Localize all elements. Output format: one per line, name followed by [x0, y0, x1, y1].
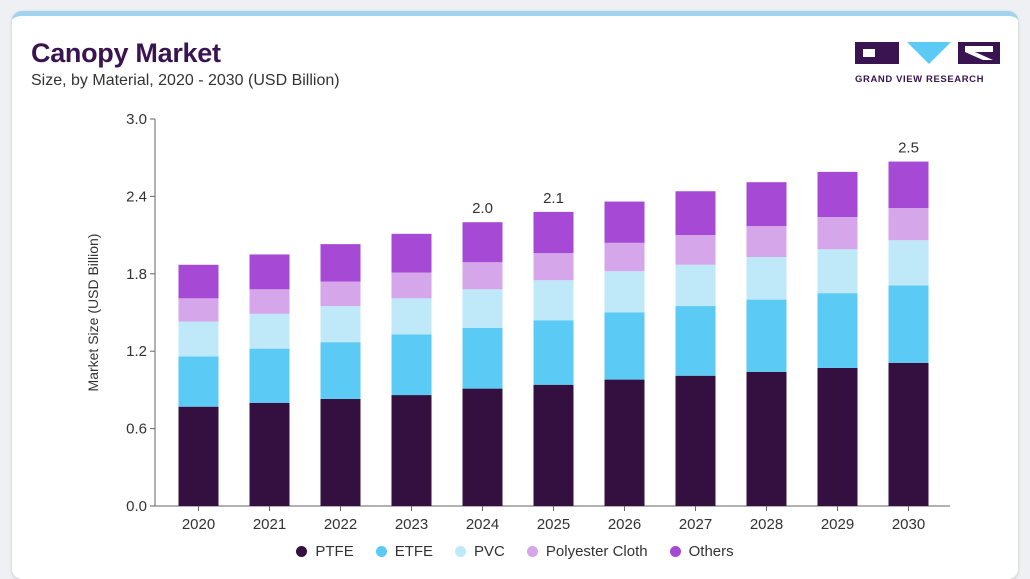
stacked-bar-chart: 0.0 0.6 1.2 1.8 2.4 3.0 Market Size (USD Billi…	[85, 111, 950, 533]
x-tick-label: 2025	[537, 516, 570, 533]
bar-segment-others	[533, 211, 574, 254]
x-tick-label: 2026	[608, 516, 641, 533]
bar-segment-others	[249, 254, 290, 290]
x-tick-label: 2022	[324, 516, 357, 533]
bar-segment-polyester-cloth	[604, 242, 645, 272]
bar-segment-ptfe	[462, 388, 503, 506]
legend-item: Others	[669, 543, 734, 560]
legend-label: Polyester Cloth	[545, 543, 648, 560]
bar-segment-polyester-cloth	[391, 272, 432, 299]
bar-segment-pvc	[675, 264, 716, 307]
legend-label: PVC	[474, 543, 505, 560]
y-axis-title: Market Size (USD Billion)	[85, 234, 101, 392]
bar-segment-ptfe	[888, 362, 929, 506]
bar-segment-ptfe	[533, 384, 574, 506]
y-tick-label: 1.8	[126, 266, 147, 283]
bar-segment-pvc	[746, 257, 787, 300]
legend-swatch	[526, 546, 538, 557]
x-tick-label: 2021	[253, 516, 286, 533]
bar-segment-polyester-cloth	[817, 217, 858, 250]
legend-swatch	[455, 546, 467, 557]
chart-legend: PTFE ETFE PVC Polyester Cloth Others	[12, 543, 1018, 560]
bar-segment-etfe	[533, 320, 574, 385]
chart-subtitle: Size, by Material, 2020 - 2030 (USD Bill…	[31, 72, 340, 89]
bar-segment-pvc	[462, 289, 503, 328]
legend-item: PTFE	[296, 543, 354, 560]
bar-segment-etfe	[675, 306, 716, 376]
bar-segment-polyester-cloth	[675, 235, 716, 265]
bar-segment-etfe	[320, 342, 361, 399]
bar-total-label: 2.0	[472, 200, 493, 217]
logo-text: GRAND VIEW RESEARCH	[855, 74, 985, 85]
y-tick-label: 3.0	[126, 111, 147, 128]
bar-segment-pvc	[888, 240, 929, 286]
bar-segment-others	[462, 222, 503, 263]
grand-view-research-logo	[855, 42, 1000, 64]
bar-segment-others	[675, 191, 716, 236]
legend-swatch	[669, 546, 681, 557]
x-tick-label: 2028	[750, 516, 783, 533]
bar-segment-pvc	[391, 298, 432, 335]
y-tick-label: 0.6	[126, 421, 147, 438]
x-tick-label: 2024	[466, 516, 499, 533]
bar-segment-others	[746, 182, 787, 227]
y-tick-label: 1.2	[126, 343, 147, 360]
bar-segment-etfe	[746, 299, 787, 372]
bar-segment-polyester-cloth	[746, 226, 787, 258]
bar-segment-others	[888, 161, 929, 209]
legend-item: PVC	[455, 543, 505, 560]
bar-segment-others	[817, 171, 858, 218]
bar-segment-etfe	[178, 356, 219, 407]
bar-segment-polyester-cloth	[178, 298, 219, 322]
bar-segment-ptfe	[391, 395, 432, 506]
legend-swatch	[375, 546, 387, 557]
bar-segment-others	[178, 264, 219, 299]
legend-label: PTFE	[315, 543, 354, 560]
legend-label: ETFE	[394, 543, 434, 560]
bar-total-label: 2.5	[898, 140, 919, 157]
bar-total-label: 2.1	[543, 190, 564, 207]
bar-segment-others	[391, 233, 432, 273]
x-tick-label: 2027	[679, 516, 712, 533]
y-tick-label: 2.4	[126, 188, 147, 205]
bar-segment-etfe	[462, 327, 503, 389]
bar-segment-ptfe	[675, 375, 716, 506]
bar-segment-ptfe	[746, 371, 787, 506]
x-tick-label: 2023	[395, 516, 428, 533]
bar-segment-polyester-cloth	[320, 281, 361, 307]
bar-segment-etfe	[249, 348, 290, 403]
chart-card: Canopy Market Size, by Material, 2020 - …	[12, 11, 1018, 579]
bar-segment-polyester-cloth	[249, 289, 290, 314]
x-tick-label: 2020	[182, 516, 215, 533]
legend-item: Polyester Cloth	[526, 543, 648, 560]
bar-segment-pvc	[533, 280, 574, 321]
bar-segment-ptfe	[320, 398, 361, 506]
legend-label: Others	[688, 543, 734, 560]
bar-segment-pvc	[249, 313, 290, 349]
bar-segment-etfe	[888, 285, 929, 363]
bar-segment-etfe	[604, 312, 645, 380]
bar-segment-pvc	[320, 306, 361, 343]
bar-segment-polyester-cloth	[462, 262, 503, 290]
bar-segment-pvc	[178, 321, 219, 357]
legend-swatch	[296, 546, 308, 557]
bar-segment-ptfe	[178, 406, 219, 506]
bar-segment-pvc	[817, 249, 858, 294]
x-tick-label: 2029	[821, 516, 854, 533]
bar-segment-polyester-cloth	[888, 208, 929, 241]
bar-segment-ptfe	[604, 379, 645, 506]
x-tick-label: 2030	[892, 516, 925, 533]
y-tick-label: 0.0	[126, 498, 147, 515]
legend-item: ETFE	[375, 543, 434, 560]
bar-segment-polyester-cloth	[533, 253, 574, 281]
bar-segment-etfe	[817, 293, 858, 368]
bar-segment-ptfe	[249, 402, 290, 506]
page-title: Canopy Market	[31, 38, 221, 68]
bar-segment-etfe	[391, 334, 432, 396]
bar-segment-ptfe	[817, 367, 858, 506]
bar-segment-others	[604, 201, 645, 243]
bar-segment-others	[320, 244, 361, 282]
bar-segment-pvc	[604, 271, 645, 313]
